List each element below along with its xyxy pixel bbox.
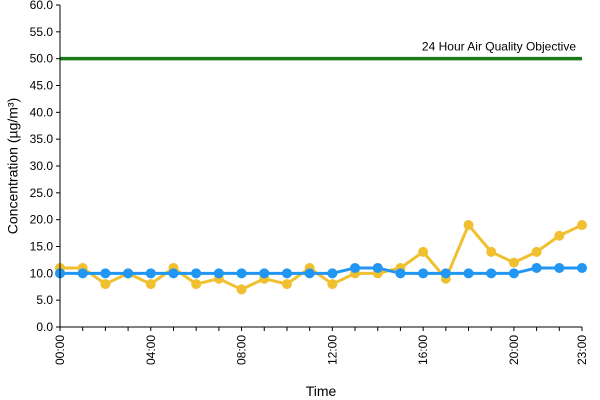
data-point xyxy=(259,268,270,279)
data-point xyxy=(395,268,406,279)
series-line xyxy=(60,223,583,291)
objective-label: 24 Hour Air Quality Objective xyxy=(422,40,576,54)
y-tick-label: 30.0 xyxy=(30,159,54,173)
data-point xyxy=(327,268,338,279)
y-axis-title: Concentration (µg/m³) xyxy=(5,98,21,234)
y-tick-label: 10.0 xyxy=(30,266,54,280)
data-point xyxy=(77,268,88,279)
data-point xyxy=(463,220,474,231)
data-point xyxy=(531,246,542,257)
series-1 xyxy=(55,220,587,295)
data-point xyxy=(508,268,519,279)
y-tick-label: 60.0 xyxy=(30,0,54,12)
data-point xyxy=(440,268,451,279)
y-tick-label: 45.0 xyxy=(30,79,54,93)
data-point xyxy=(350,262,361,273)
data-point xyxy=(508,257,519,268)
y-tick-label: 20.0 xyxy=(30,213,54,227)
x-axis-title: Time xyxy=(306,383,337,399)
data-point xyxy=(327,279,338,290)
data-point xyxy=(554,262,565,273)
data-point xyxy=(168,268,179,279)
data-point xyxy=(463,268,474,279)
y-tick-label: 0.0 xyxy=(36,320,53,334)
data-point xyxy=(554,230,565,241)
x-tick-label: 08:00 xyxy=(235,335,249,365)
x-tick-label: 00:00 xyxy=(53,335,67,365)
data-point xyxy=(486,246,497,257)
data-point xyxy=(123,268,134,279)
y-tick-label: 5.0 xyxy=(36,293,53,307)
data-point xyxy=(236,284,247,295)
data-point xyxy=(372,262,383,273)
data-point xyxy=(486,268,497,279)
y-tick-label: 15.0 xyxy=(30,240,54,254)
x-tick-label: 16:00 xyxy=(416,335,430,365)
data-point xyxy=(281,279,292,290)
x-tick-label: 20:00 xyxy=(507,335,521,365)
data-point xyxy=(191,279,202,290)
x-tick-label: 23:00 xyxy=(575,335,589,365)
data-point xyxy=(145,268,156,279)
y-tick-label: 35.0 xyxy=(30,132,54,146)
objective-line-group: 24 Hour Air Quality Objective xyxy=(60,40,582,61)
data-point xyxy=(418,246,429,257)
data-point xyxy=(418,268,429,279)
data-point xyxy=(531,262,542,273)
data-point xyxy=(100,279,111,290)
data-point xyxy=(213,268,224,279)
y-tick-label: 25.0 xyxy=(30,186,54,200)
series-group xyxy=(55,220,587,295)
series-2 xyxy=(55,262,587,279)
series-line xyxy=(60,266,582,275)
y-tick-label: 40.0 xyxy=(30,105,54,119)
data-point xyxy=(145,279,156,290)
y-tick-label: 55.0 xyxy=(30,25,54,39)
y-tick-label: 50.0 xyxy=(30,52,54,66)
data-point xyxy=(191,268,202,279)
data-point xyxy=(281,268,292,279)
y-axis-ticks: 0.0 5.0 10.0 15.0 20.0 25.0 30.0 35.0 40.0 45.0 50… xyxy=(30,0,60,334)
data-point xyxy=(304,268,315,279)
x-tick-label: 04:00 xyxy=(144,335,158,365)
data-point xyxy=(100,268,111,279)
x-axis-ticks: 00:00 04:00 08:00 12:00 16:00 20:00 23:00 xyxy=(53,327,589,365)
x-tick-label: 12:00 xyxy=(325,335,339,365)
data-point xyxy=(577,220,587,231)
data-point xyxy=(577,262,587,273)
data-point xyxy=(236,268,247,279)
